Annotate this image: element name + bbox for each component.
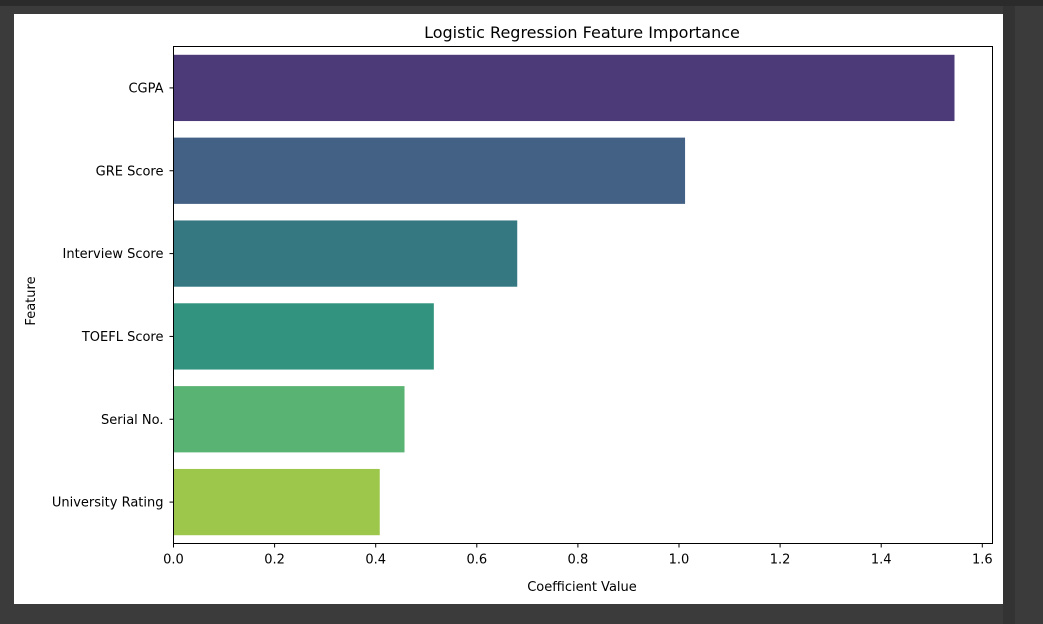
y-tick-label: CGPA — [128, 81, 163, 96]
ticks-layer: CGPA GRE Score Interview Score TOEFL Score S… — [52, 81, 993, 567]
window-top-strip — [0, 0, 1043, 6]
x-tick-label: 1.6 — [972, 553, 993, 568]
x-tick-label: 0.4 — [365, 553, 386, 568]
x-tick-label: 0.6 — [466, 553, 487, 568]
bar-cgpa — [173, 54, 955, 122]
x-tick-label: 1.2 — [770, 553, 791, 568]
bar-gre-score — [173, 137, 686, 204]
bar-university-rating — [173, 468, 380, 536]
bars-layer — [173, 54, 955, 536]
x-tick-label: 0.0 — [163, 553, 184, 568]
y-axis-label: Feature — [24, 276, 39, 325]
x-tick-label: 1.4 — [871, 553, 892, 568]
bar-interview-score — [173, 220, 518, 287]
bar-toefl-score — [173, 303, 434, 370]
x-tick-label: 0.8 — [568, 553, 589, 568]
chart-figure: Logistic Regression Feature Importance C… — [14, 14, 1003, 604]
y-tick-label: TOEFL Score — [81, 330, 164, 345]
bar-serial-no — [173, 386, 405, 453]
y-tick-label: GRE Score — [96, 164, 164, 179]
y-tick-label: Serial No. — [101, 413, 164, 428]
bar-chart: Logistic Regression Feature Importance C… — [24, 23, 993, 595]
y-tick-label: University Rating — [52, 496, 164, 511]
x-tick-label: 0.2 — [264, 553, 285, 568]
x-tick-label: 1.0 — [669, 553, 690, 568]
y-tick-label: Interview Score — [63, 247, 164, 262]
chart-title: Logistic Regression Feature Importance — [424, 23, 740, 42]
x-axis-label: Coefficient Value — [527, 580, 637, 595]
window-right-strip — [1003, 6, 1015, 624]
plot-frame — [173, 46, 993, 544]
